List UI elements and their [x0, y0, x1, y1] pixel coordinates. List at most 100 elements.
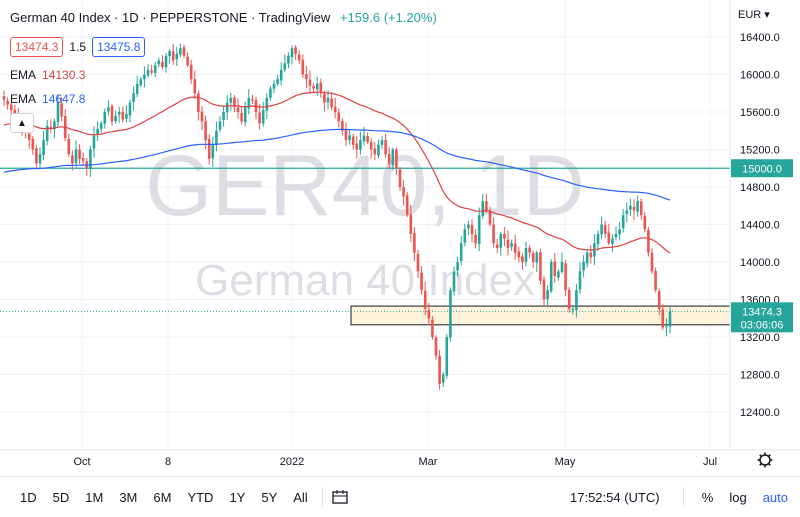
- candle-body: [114, 115, 117, 122]
- auto-toggle[interactable]: auto: [762, 489, 788, 505]
- candle-body: [348, 135, 351, 141]
- candle-body: [629, 205, 632, 210]
- candle-body: [377, 144, 380, 156]
- candle-body: [351, 136, 355, 145]
- candle-body: [67, 139, 71, 155]
- log-toggle[interactable]: log: [729, 489, 747, 505]
- candle-body: [265, 97, 269, 111]
- candle-body: [506, 239, 510, 248]
- y-tick-label: 14400.0: [740, 220, 780, 232]
- candle-body: [603, 224, 607, 234]
- interval-button-ytd[interactable]: YTD: [187, 489, 214, 505]
- candle-body: [582, 262, 585, 271]
- y-tick-label: 14800.0: [740, 182, 780, 194]
- candle-body: [186, 56, 189, 66]
- candle-body: [355, 143, 359, 150]
- candle-body: [485, 201, 488, 211]
- candle-body: [96, 128, 99, 135]
- y-tick-label: 12400.0: [740, 407, 780, 419]
- gear-tooth: [768, 463, 771, 466]
- interval-button-all[interactable]: All: [293, 489, 308, 505]
- candle-body: [45, 126, 49, 141]
- ema-blue-line: [3, 128, 671, 201]
- utc-clock[interactable]: 17:52:54 (UTC): [570, 489, 660, 505]
- x-tick-label: 8: [165, 456, 171, 468]
- candle-body: [247, 97, 251, 109]
- candle-body: [139, 79, 143, 86]
- candles: [2, 43, 672, 390]
- bid-ask-row: 13474.3 1.5 13475.8: [10, 37, 146, 57]
- candle-body: [575, 290, 578, 311]
- candle-body: [513, 243, 517, 253]
- candle-body: [607, 232, 611, 244]
- candle-body: [71, 155, 74, 164]
- candle-body: [474, 234, 477, 244]
- candle-body: [589, 252, 593, 258]
- interval-button-1d[interactable]: 1D: [20, 489, 37, 505]
- interval-button-5y[interactable]: 5Y: [261, 489, 278, 505]
- candle-body: [366, 136, 369, 142]
- interval-button-1y[interactable]: 1Y: [229, 489, 246, 505]
- candle-body: [467, 224, 470, 229]
- candle-body: [243, 107, 247, 123]
- candle-body: [218, 121, 222, 130]
- x-tick-label: May: [555, 456, 576, 468]
- percent-toggle[interactable]: %: [701, 489, 714, 505]
- interval-button-6m[interactable]: 6M: [153, 489, 172, 505]
- candle-body: [153, 65, 157, 74]
- candle-body: [337, 112, 341, 122]
- settings-gear-icon[interactable]: [757, 452, 773, 468]
- candle-body: [74, 149, 78, 164]
- candle-body: [395, 149, 398, 169]
- candle-body: [294, 47, 297, 54]
- grid: [0, 0, 730, 450]
- interval-button-3m[interactable]: 3M: [119, 489, 138, 505]
- candle-body: [384, 140, 387, 155]
- candle-body: [132, 93, 135, 103]
- x-tick-label: 2022: [280, 456, 304, 468]
- candle-body: [470, 224, 474, 234]
- interval-button-5d[interactable]: 5D: [52, 489, 70, 505]
- candle-body: [92, 135, 96, 149]
- candle-body: [27, 133, 31, 141]
- candle-body: [182, 47, 186, 56]
- candle-body: [463, 229, 467, 243]
- hline-price-text: 15000.0: [742, 163, 782, 175]
- candle-body: [107, 107, 110, 112]
- candle-body: [42, 140, 45, 156]
- candle-body: [549, 262, 553, 292]
- candle-body: [481, 201, 485, 216]
- candle-body: [341, 121, 344, 131]
- candle-body: [398, 169, 402, 187]
- candle-body: [193, 79, 197, 94]
- candle-body: [305, 74, 308, 80]
- bid-price-box[interactable]: 13474.3: [10, 37, 64, 57]
- gear-ring: [759, 454, 771, 466]
- x-axis: Oct 8 2022 Mar May Jul: [0, 449, 800, 468]
- candle-body: [539, 252, 542, 281]
- ask-price-box[interactable]: 13475.8: [92, 37, 146, 57]
- axis-price-labels: 15000.0 13474.303:06:06: [731, 159, 793, 333]
- candle-body: [89, 149, 92, 170]
- candle-body: [359, 140, 362, 150]
- candle-body: [179, 48, 182, 55]
- candle-body: [420, 272, 423, 291]
- candle-body: [2, 96, 6, 100]
- ema-lines: [3, 91, 671, 254]
- candle-body: [9, 104, 13, 111]
- candle-body: [441, 374, 445, 383]
- date-range-icon[interactable]: [331, 489, 349, 505]
- y-tick-label: 14000.0: [740, 257, 780, 269]
- candle-body: [528, 247, 531, 253]
- candle-body: [434, 337, 438, 356]
- candle-body: [639, 201, 643, 216]
- candle-body: [621, 215, 625, 229]
- candle-body: [333, 106, 337, 112]
- currency-selector[interactable]: EUR ▾: [738, 8, 770, 21]
- collapse-legend-button[interactable]: ▲: [10, 113, 34, 133]
- candle-body: [614, 233, 618, 238]
- interval-button-1m[interactable]: 1M: [85, 489, 104, 505]
- candle-body: [78, 149, 81, 159]
